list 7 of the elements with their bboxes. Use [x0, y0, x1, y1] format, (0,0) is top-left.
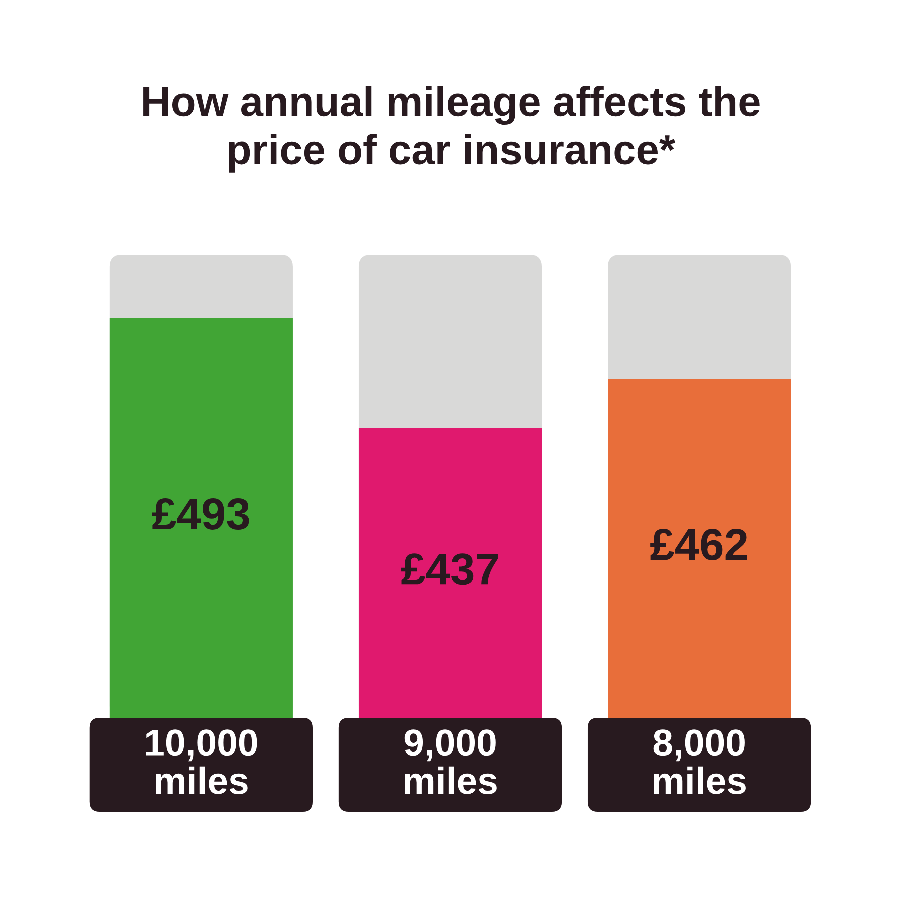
- x-tick-label: 8,000 miles: [654, 730, 746, 794]
- data-label: £462: [650, 529, 748, 560]
- data-label: £437: [402, 554, 498, 586]
- chart-title: How annual mileage affects the price of car insurance*: [144, 86, 760, 173]
- data-label: £493: [152, 498, 250, 530]
- x-tick-label: 10,000 miles: [146, 730, 258, 794]
- x-tick-label: 9,000 miles: [404, 730, 497, 794]
